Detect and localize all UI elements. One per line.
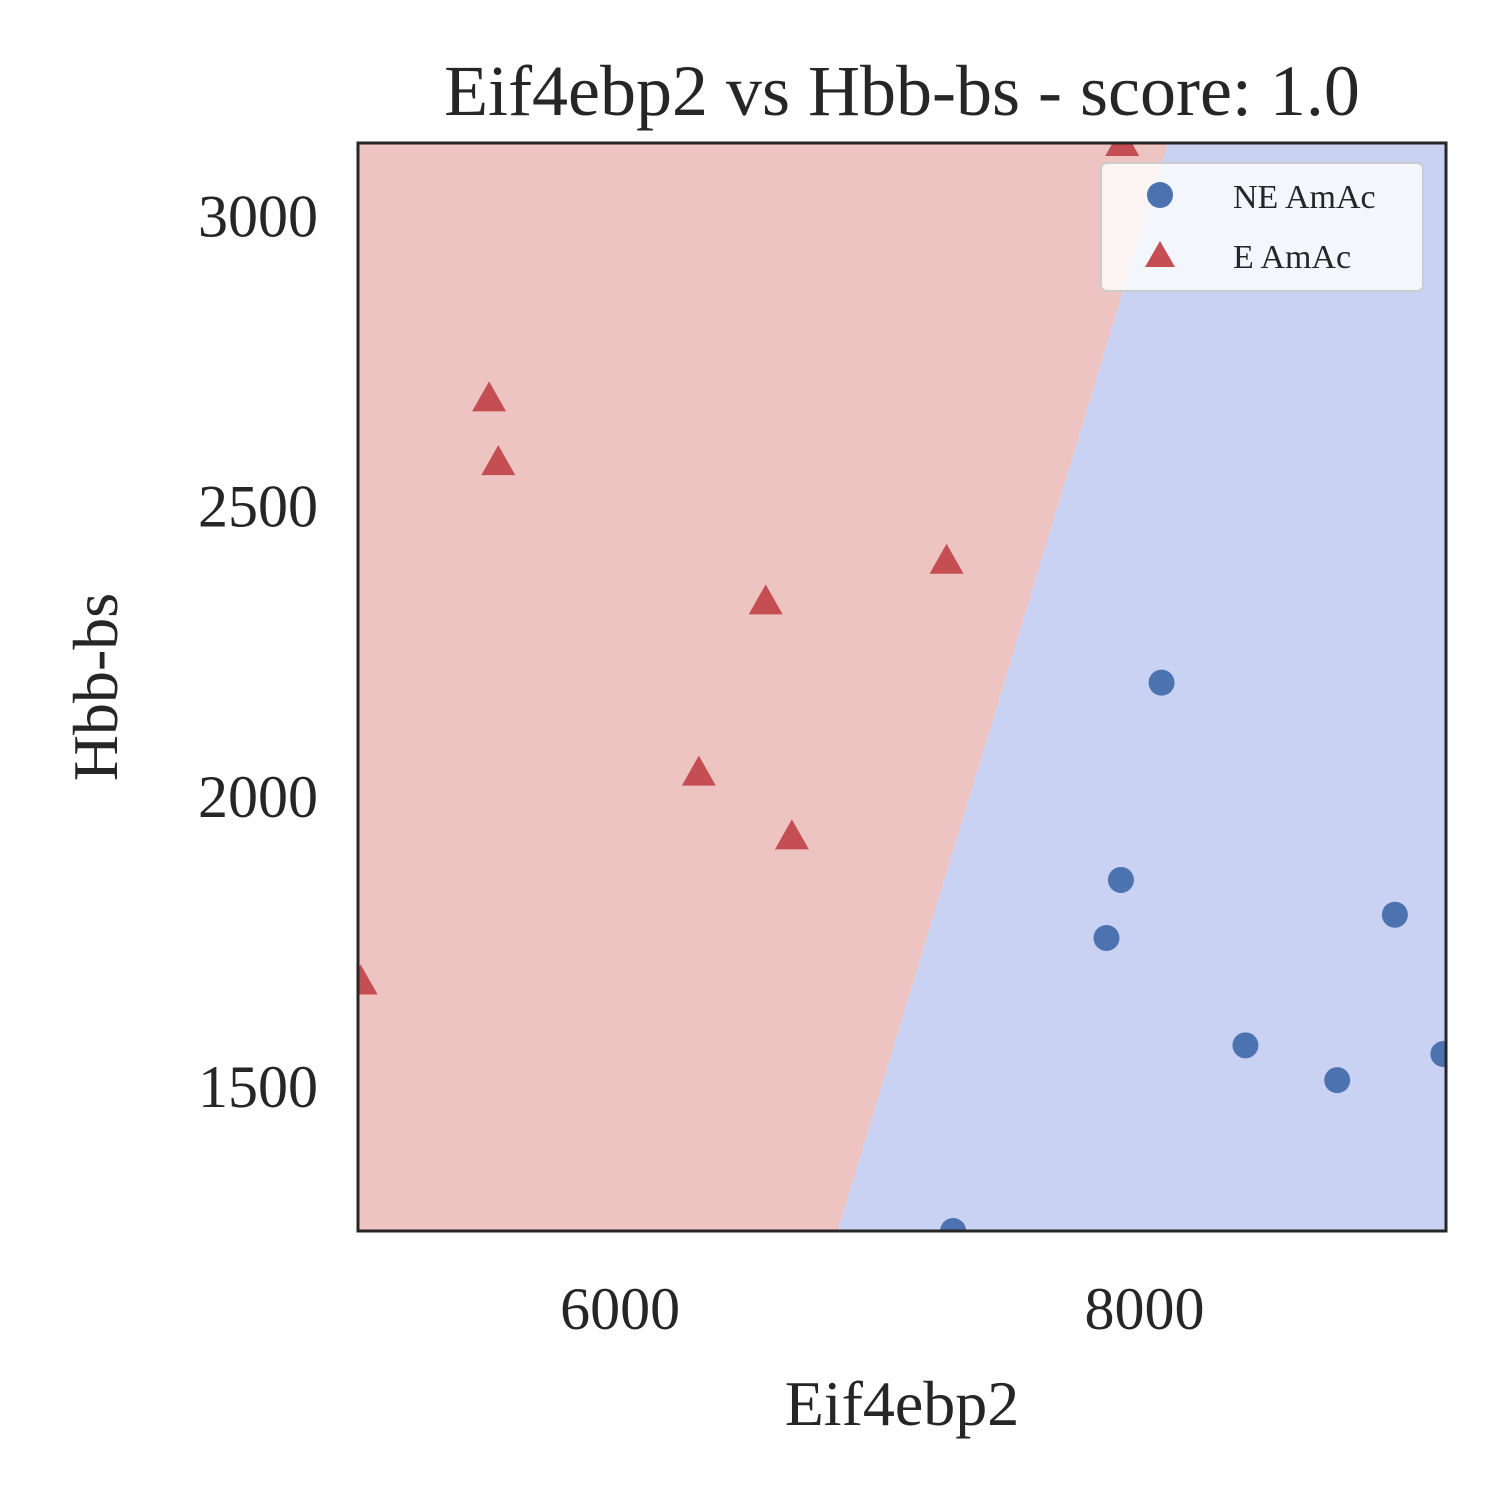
point-e-amac-4 — [774, 819, 809, 850]
decision-regions — [358, 143, 1446, 1231]
point-ne-amac-0 — [1148, 669, 1175, 696]
chart-title: Eif4ebp2 vs Hbb-bs - score: 1.0 — [444, 51, 1360, 131]
y-axis-label: Hbb-bs — [60, 593, 131, 781]
point-e-amac-7 — [358, 964, 378, 995]
point-ne-amac-7 — [940, 1218, 967, 1231]
point-ne-amac-4 — [1324, 1067, 1351, 1094]
x-tick-label-6000: 6000 — [560, 1276, 680, 1342]
region-e-amac — [358, 143, 1169, 1231]
legend-box — [1100, 162, 1424, 292]
x-axis-label: Eif4ebp2 — [785, 1368, 1020, 1439]
x-axis-ticks: 6000 8000 — [560, 1276, 1204, 1342]
point-e-amac-0 — [472, 381, 507, 412]
legend-e-marker — [1145, 241, 1175, 267]
point-e-amac-1 — [481, 445, 516, 476]
y-tick-label-3000: 3000 — [198, 184, 318, 250]
region-ne-amac — [837, 143, 1446, 1231]
x-tick-label-8000: 8000 — [1085, 1276, 1205, 1342]
point-e-amac-5 — [929, 543, 964, 574]
point-e-amac-2 — [681, 755, 716, 786]
y-axis-ticks: 1500 2000 2500 3000 — [198, 184, 318, 1120]
point-e-amac-6 — [1105, 143, 1140, 156]
legend: NE AmAc E AmAc — [1100, 162, 1424, 292]
y-tick-label-2000: 2000 — [198, 764, 318, 830]
legend-ne-label: NE AmAc — [1233, 179, 1376, 216]
point-ne-amac-3 — [1232, 1032, 1259, 1059]
point-ne-amac-5 — [1381, 901, 1408, 928]
point-ne-amac-2 — [1093, 924, 1120, 951]
point-ne-amac-1 — [1107, 866, 1134, 893]
data-points — [358, 143, 1446, 1231]
y-tick-label-1500: 1500 — [198, 1054, 318, 1120]
plot-frame — [356, 141, 1448, 1233]
point-e-amac-3 — [748, 584, 783, 615]
legend-e-label: E AmAc — [1233, 239, 1351, 276]
legend-ne-marker — [1147, 182, 1173, 208]
y-tick-label-2500: 2500 — [198, 474, 318, 540]
point-ne-amac-6 — [1430, 1041, 1446, 1068]
